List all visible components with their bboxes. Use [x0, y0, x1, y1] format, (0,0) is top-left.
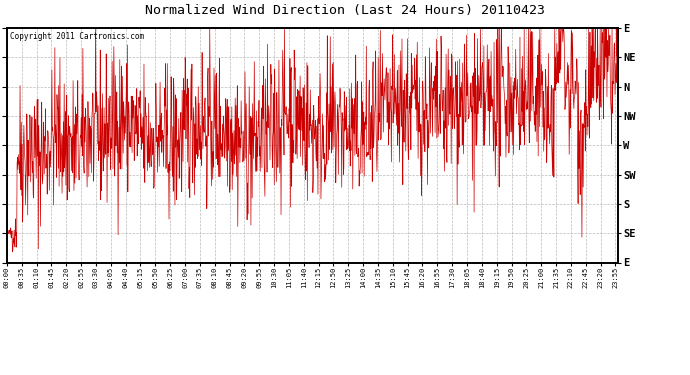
Text: Normalized Wind Direction (Last 24 Hours) 20110423: Normalized Wind Direction (Last 24 Hours…	[145, 4, 545, 17]
Text: Copyright 2011 Cartronics.com: Copyright 2011 Cartronics.com	[10, 32, 144, 40]
